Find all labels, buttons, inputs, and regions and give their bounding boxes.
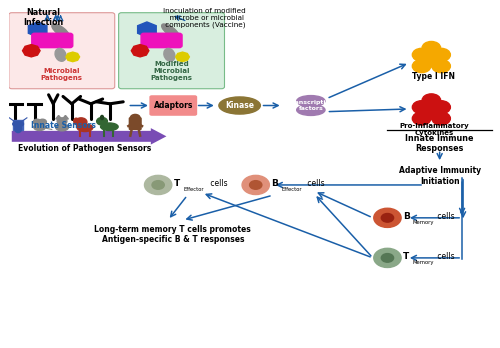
Circle shape — [242, 175, 270, 195]
Text: B: B — [272, 179, 278, 188]
Text: cells: cells — [208, 179, 228, 188]
Text: Memory: Memory — [413, 220, 434, 224]
Ellipse shape — [164, 48, 175, 61]
Text: Kinase: Kinase — [225, 101, 254, 110]
Circle shape — [374, 248, 401, 268]
Text: Natural
Infection: Natural Infection — [24, 8, 64, 27]
Circle shape — [382, 254, 394, 262]
Ellipse shape — [34, 124, 46, 130]
Circle shape — [412, 60, 431, 73]
Ellipse shape — [296, 104, 325, 116]
Ellipse shape — [52, 24, 70, 38]
Circle shape — [432, 101, 450, 114]
FancyBboxPatch shape — [118, 13, 224, 89]
Text: Adaptive Immunity
Initiation: Adaptive Immunity Initiation — [398, 166, 480, 186]
Text: Effector: Effector — [184, 187, 204, 192]
Circle shape — [422, 106, 440, 119]
FancyBboxPatch shape — [9, 13, 115, 89]
Text: Evolution of Pathogen Sensors: Evolution of Pathogen Sensors — [18, 144, 152, 153]
Ellipse shape — [14, 125, 21, 133]
Text: Innate Immune
Responses: Innate Immune Responses — [406, 134, 474, 153]
Circle shape — [412, 112, 431, 125]
Ellipse shape — [56, 124, 68, 131]
Text: Microbial
Pathogens: Microbial Pathogens — [41, 68, 83, 80]
Text: Long-term memory T cells promotes
Antigen-specific B & T responses: Long-term memory T cells promotes Antige… — [94, 225, 251, 244]
Ellipse shape — [219, 97, 260, 114]
Text: T: T — [174, 179, 180, 188]
Text: Inoculation of modified
  microbe or microbial
 components (Vaccine): Inoculation of modified microbe or micro… — [163, 8, 246, 29]
Circle shape — [75, 118, 87, 126]
Circle shape — [422, 54, 440, 67]
Circle shape — [250, 181, 262, 189]
Text: Innate Sensors: Innate Sensors — [30, 121, 96, 130]
Circle shape — [374, 208, 401, 228]
Circle shape — [432, 60, 450, 73]
Text: Effector: Effector — [281, 187, 301, 192]
FancyBboxPatch shape — [130, 118, 141, 129]
Text: B: B — [403, 212, 410, 221]
Ellipse shape — [100, 123, 118, 130]
Text: Memory: Memory — [413, 260, 434, 264]
Circle shape — [432, 48, 450, 61]
Text: Type I IFN: Type I IFN — [412, 72, 456, 81]
Circle shape — [96, 118, 108, 125]
Text: Adaptors: Adaptors — [154, 101, 193, 110]
Ellipse shape — [55, 48, 66, 61]
Ellipse shape — [13, 121, 24, 127]
Circle shape — [152, 181, 164, 189]
Text: Pro-Inflammatory
Cytokines: Pro-Inflammatory Cytokines — [399, 123, 468, 136]
Circle shape — [38, 119, 46, 125]
FancyBboxPatch shape — [32, 33, 73, 48]
Circle shape — [130, 114, 140, 121]
FancyArrow shape — [12, 128, 166, 144]
Circle shape — [57, 118, 67, 125]
Ellipse shape — [74, 118, 78, 124]
Text: cells: cells — [436, 252, 455, 261]
Circle shape — [422, 41, 440, 55]
Circle shape — [412, 101, 431, 114]
Ellipse shape — [296, 96, 325, 106]
FancyBboxPatch shape — [150, 95, 197, 116]
Circle shape — [33, 119, 41, 125]
Circle shape — [432, 112, 450, 125]
Text: T: T — [403, 252, 409, 261]
Ellipse shape — [100, 116, 103, 120]
Circle shape — [412, 48, 431, 61]
Text: Modified
Microbial
Pathogens: Modified Microbial Pathogens — [150, 61, 192, 80]
Text: cells: cells — [436, 212, 455, 221]
Circle shape — [422, 94, 440, 107]
FancyBboxPatch shape — [141, 33, 182, 48]
Text: cells: cells — [306, 179, 325, 188]
Text: Transcription
factors: Transcription factors — [288, 100, 334, 111]
Circle shape — [382, 214, 394, 222]
Ellipse shape — [77, 124, 93, 132]
Ellipse shape — [162, 24, 179, 38]
Circle shape — [144, 175, 172, 195]
